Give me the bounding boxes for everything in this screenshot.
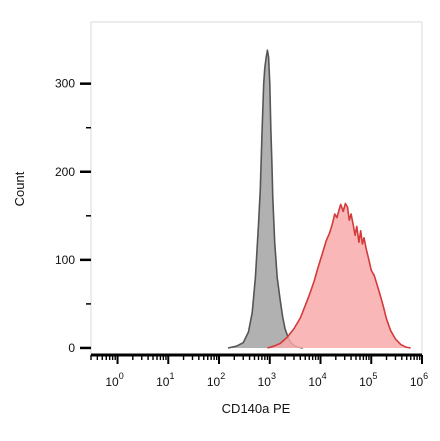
y-tick-label: 0 [68, 341, 75, 355]
x-ticks: 100 101 102 103 104 105 106 [90, 355, 428, 389]
series-1-area [228, 50, 303, 348]
x-axis-title: CD140a PE [222, 401, 291, 416]
x-tick-label: 105 [359, 371, 377, 389]
x-tick-label: 102 [207, 371, 225, 389]
series-2-outline [267, 202, 411, 349]
y-tick-label: 100 [55, 253, 75, 267]
y-tick-label: 200 [55, 165, 75, 179]
x-tick-label: 101 [156, 371, 174, 389]
x-tick-label: 106 [410, 371, 428, 389]
x-tick-label: 103 [258, 371, 276, 389]
x-tick-label: 104 [308, 371, 326, 389]
y-tick-label: 300 [55, 77, 75, 91]
plot-frame [90, 21, 423, 355]
series-1-outline [227, 49, 304, 349]
y-axis-title: Count [12, 171, 27, 206]
y-ticks: 0 100 200 300 [55, 77, 91, 355]
series-layer [227, 49, 411, 349]
x-tick-label: 100 [105, 371, 123, 389]
